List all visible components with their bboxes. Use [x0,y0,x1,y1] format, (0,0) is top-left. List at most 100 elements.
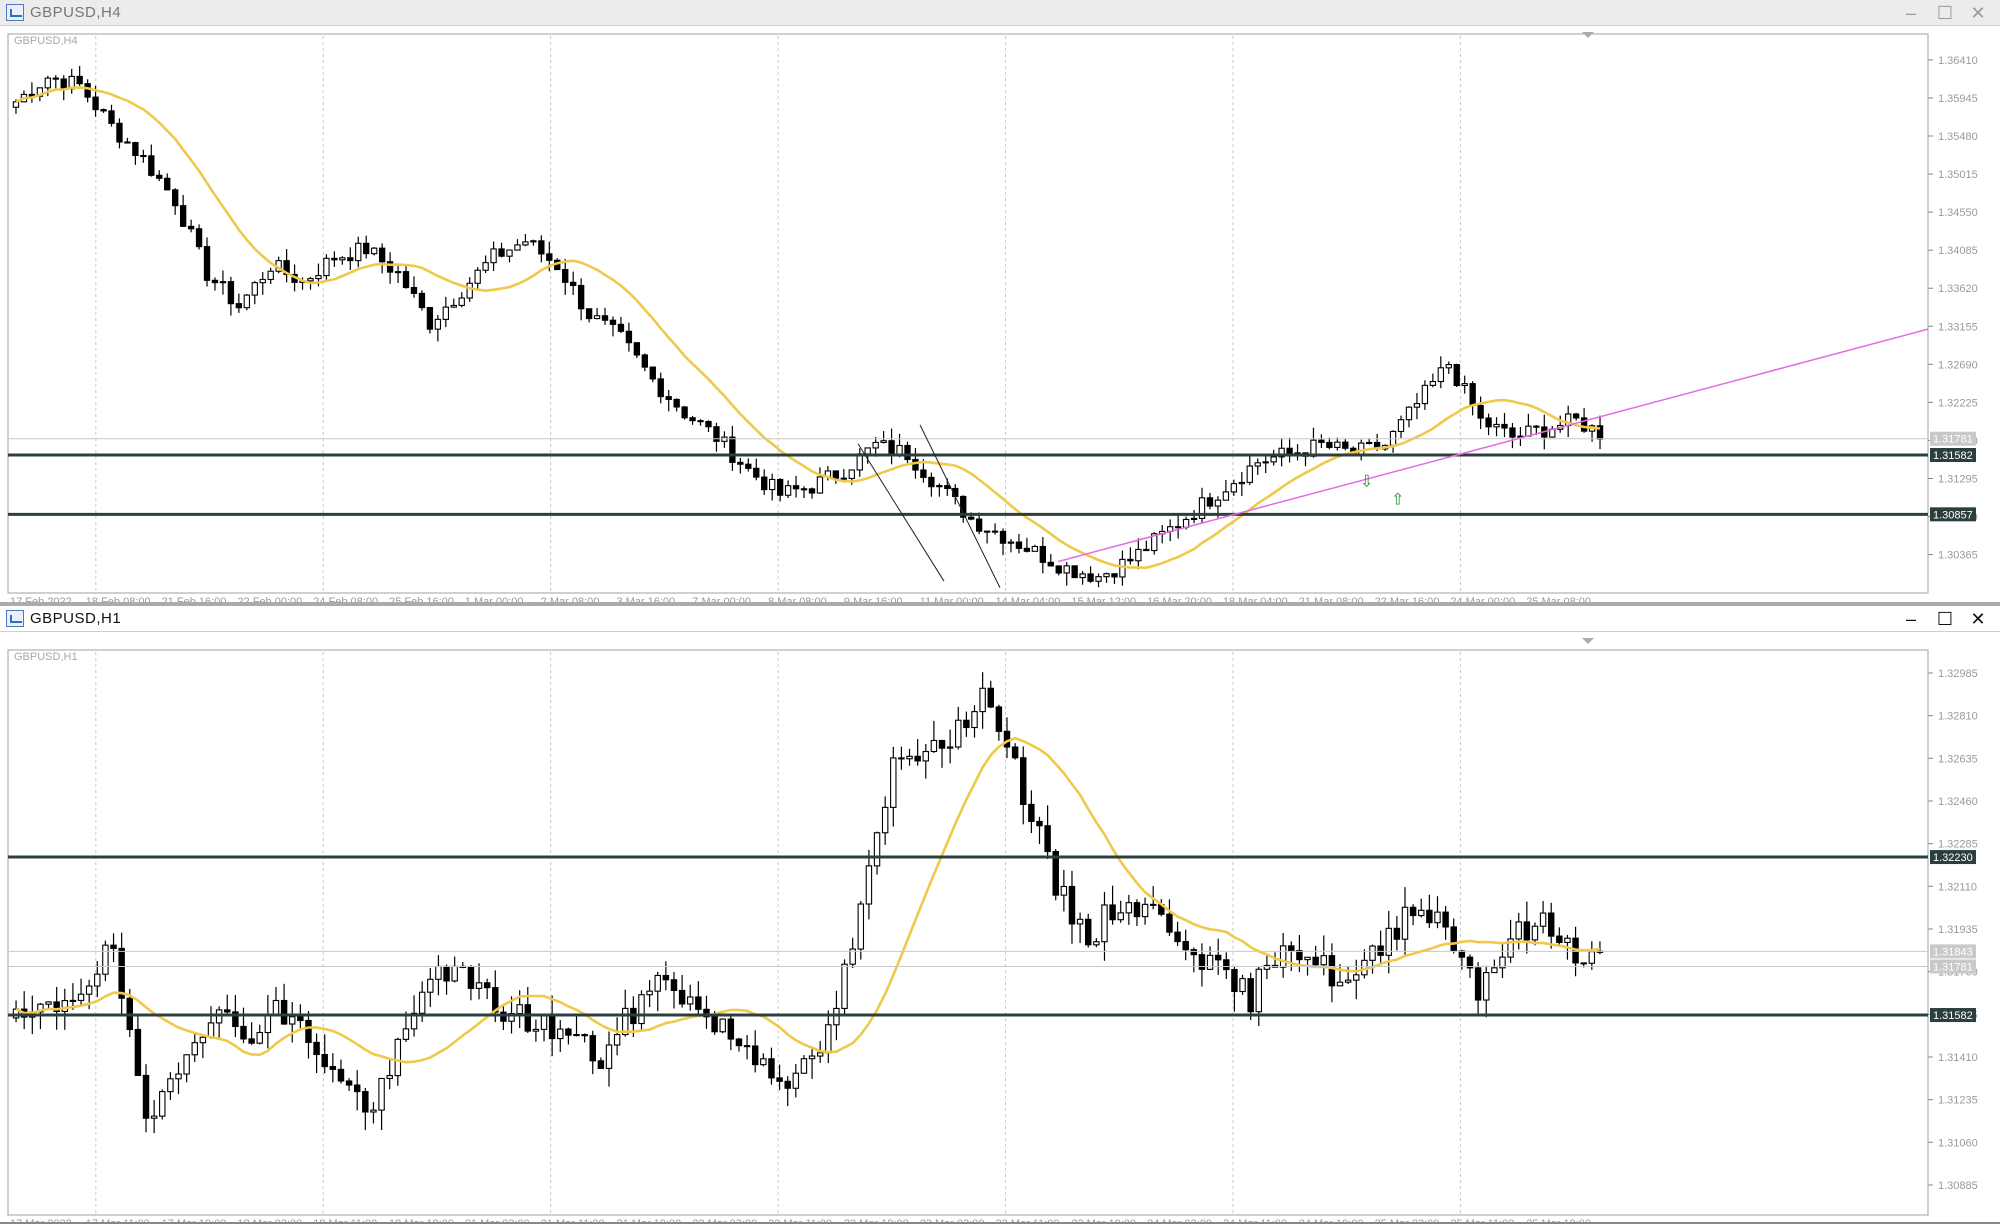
candle-body [979,687,986,713]
candle-body [1133,902,1141,918]
candle-body [833,1007,840,1026]
candle-body [1231,969,1238,993]
candle-body [1190,517,1198,521]
candle-body [840,477,847,480]
candle-body [721,436,728,442]
y-tick-label: 1.35015 [1938,169,1978,181]
candle-body [232,1011,239,1028]
candle-body [1539,912,1547,927]
y-tick-label: 1.33620 [1938,283,1978,295]
h4-titlebar[interactable]: GBPUSD,H4 – ☐ ✕ [0,0,2000,26]
candle-body [1060,885,1068,896]
candle-body [1044,825,1051,853]
h4-chart-window: GBPUSD,H4 – ☐ ✕ GBPUSD,H4 1.36410 1.35945 1… [0,0,2000,602]
candle-body [1143,548,1150,552]
candle-body [1279,945,1287,968]
price-label-box [1930,850,1976,865]
y-tick-label: 1.31235 [1938,1095,1978,1107]
candle-body [638,994,645,1025]
candle-body [904,444,911,461]
candle-body [506,249,513,257]
minimize-button[interactable]: – [1905,609,1916,629]
candle-body [808,1055,816,1060]
candle-body [577,284,585,310]
candle-body [695,996,702,1010]
candle-body [784,1080,791,1089]
candle-body [646,990,653,996]
x-tick-label: 24 Mar 00:00 [1450,596,1515,602]
candle-body [589,1035,596,1062]
chart-symbol-label: GBPUSD,H4 [14,35,78,47]
candle-body [211,279,219,284]
candle-body [776,1077,783,1082]
x-tick-label: 14 Mar 04:00 [996,596,1061,602]
x-tick-label: 16 Mar 20:00 [1147,596,1212,602]
h1-candlestick-chart[interactable]: GBPUSD,H1 1.32985 1.32810 1.32635 1.32460 1.3… [0,632,2000,1222]
x-tick-label: 2 Mar 08:00 [541,596,600,602]
candle-body [1318,439,1325,443]
candle-body [498,248,505,257]
candle-body [1385,927,1392,956]
candle-body [816,1052,824,1057]
minimize-button[interactable]: – [1905,3,1916,23]
candle-body [593,315,601,320]
candle-body [1469,383,1476,407]
x-tick-label: 22 Mar 03:00 [692,1218,757,1222]
candle-body [1119,558,1126,578]
candle-body [896,444,903,455]
candle-body [427,978,434,993]
candle-body [1437,367,1444,383]
candle-body [100,109,107,112]
x-tick-label: 18 Mar 04:00 [1223,596,1288,602]
candle-body [227,281,235,305]
candle-body [1063,565,1070,574]
candle-body [386,1075,393,1080]
candle-body [711,1016,718,1033]
y-tick-label: 1.33155 [1938,321,1978,333]
candle-body [12,1008,20,1019]
close-button[interactable]: ✕ [1970,609,1986,629]
h4-candlestick-chart[interactable]: GBPUSD,H4 1.36410 1.35945 1.35480 1.35015 1.3… [0,26,2000,602]
candle-body [156,174,163,179]
candle-body [1047,561,1054,567]
candle-body [955,719,962,748]
candle-body [61,1000,69,1012]
candle-body [825,1024,832,1054]
y-tick-label: 1.30885 [1938,1180,1978,1192]
candle-body [849,948,856,965]
candle-body [745,463,752,469]
candle-body [264,1014,272,1034]
candle-body [1174,931,1181,943]
candle-body [1007,541,1015,544]
candle-body [410,1012,418,1030]
y-tick-label: 1.31935 [1938,924,1978,936]
maximize-button[interactable]: ☐ [1936,3,1954,23]
candle-body [76,75,83,85]
y-tick-label: 1.31410 [1938,1052,1978,1064]
x-tick-label: 18 Mar 03:00 [237,1218,302,1222]
candle-body [1421,384,1429,405]
candle-body [1334,441,1341,448]
candle-body [898,757,905,760]
candle-body [705,420,712,428]
candle-body [1117,912,1124,921]
price-label: 1.31781 [1933,434,1973,446]
candle-body [355,242,362,262]
candle-body [482,262,489,271]
candle-body [1003,730,1011,748]
close-button[interactable]: ✕ [1970,3,1986,23]
candle-body [1093,941,1100,946]
h1-titlebar[interactable]: GBPUSD,H1 – ☐ ✕ [0,606,2000,632]
y-tick-label: 1.31060 [1938,1137,1978,1149]
candle-body [737,461,744,465]
price-label-box [1930,507,1976,522]
candle-body [888,440,895,455]
maximize-button[interactable]: ☐ [1936,609,1954,629]
candle-body [102,944,109,975]
candle-body [743,1045,751,1048]
x-tick-label: 11 Mar 00:00 [920,596,984,602]
candle-body [540,1014,548,1030]
candle-body [1084,918,1092,946]
candle-body [92,96,99,111]
candle-body [12,101,20,108]
